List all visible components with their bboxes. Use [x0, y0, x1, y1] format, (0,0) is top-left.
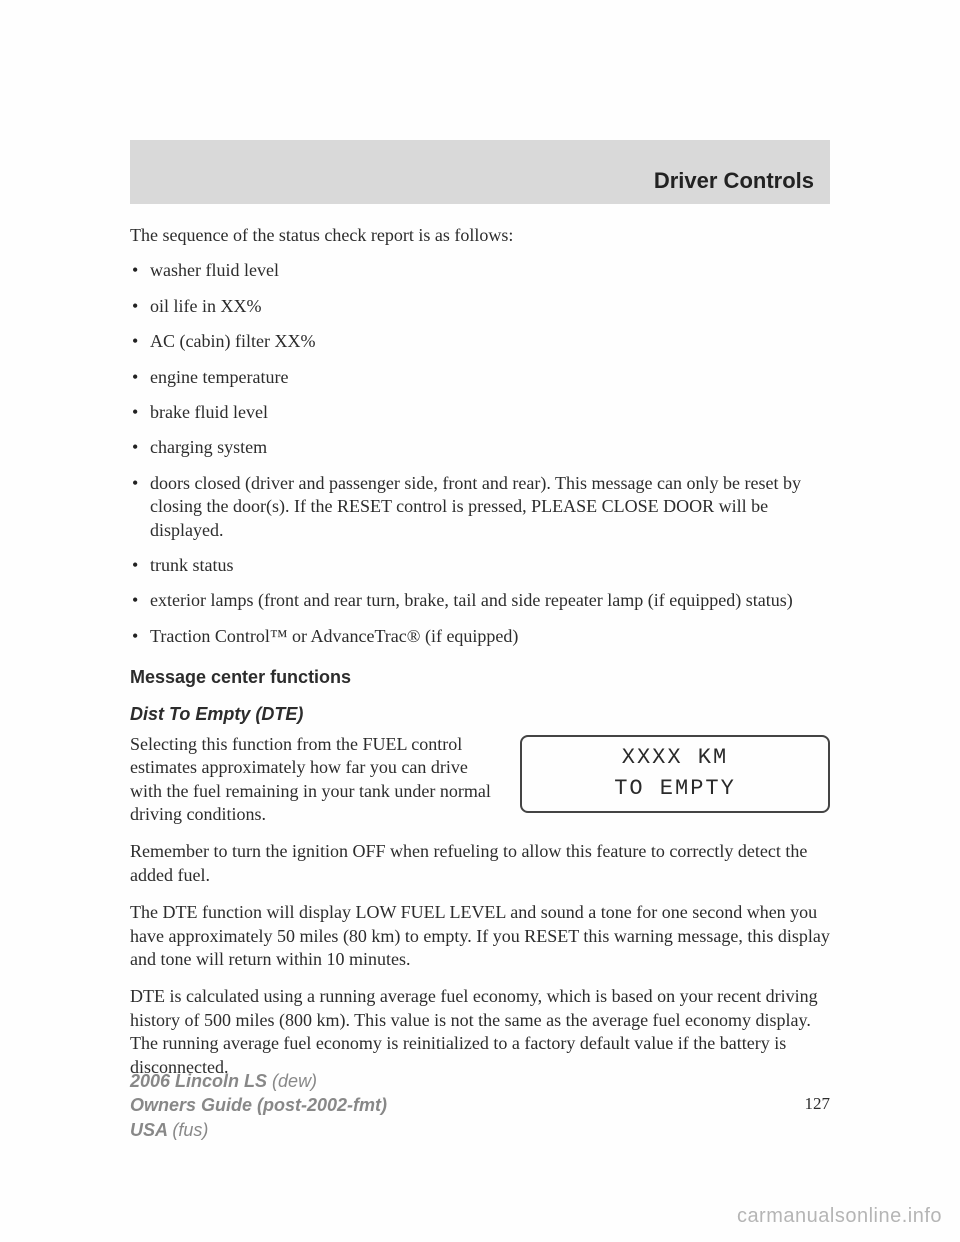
- list-item: engine temperature: [130, 366, 830, 389]
- heading-dte: Dist To Empty (DTE): [130, 703, 830, 726]
- watermark-text: carmanualsonline.info: [737, 1205, 942, 1228]
- list-item: exterior lamps (front and rear turn, bra…: [130, 589, 830, 612]
- heading-message-center: Message center functions: [130, 666, 830, 689]
- dte-display-line2: TO EMPTY: [614, 775, 736, 804]
- list-item: washer fluid level: [130, 259, 830, 282]
- paragraph: Remember to turn the ignition OFF when r…: [130, 840, 830, 887]
- list-item: trunk status: [130, 554, 830, 577]
- list-item: brake fluid level: [130, 401, 830, 424]
- footer-guide: Owners Guide (post-2002-fmt): [130, 1093, 387, 1117]
- list-item: doors closed (driver and passenger side,…: [130, 472, 830, 542]
- footer-model: 2006 Lincoln LS: [130, 1071, 272, 1091]
- footer-block: 2006 Lincoln LS (dew) Owners Guide (post…: [130, 1069, 387, 1142]
- list-item: oil life in XX%: [130, 295, 830, 318]
- footer-region: USA: [130, 1120, 172, 1140]
- footer-line1: 2006 Lincoln LS (dew): [130, 1069, 387, 1093]
- page-content: Driver Controls The sequence of the stat…: [130, 140, 830, 1115]
- status-list: washer fluid level oil life in XX% AC (c…: [130, 259, 830, 648]
- paragraph: The DTE function will display LOW FUEL L…: [130, 901, 830, 971]
- section-header-bar: Driver Controls: [130, 140, 830, 204]
- paragraph: DTE is calculated using a running averag…: [130, 985, 830, 1079]
- dte-block: Selecting this function from the FUEL co…: [130, 733, 830, 841]
- dte-intro-text: Selecting this function from the FUEL co…: [130, 733, 500, 827]
- section-header-title: Driver Controls: [654, 168, 814, 194]
- footer-code: (dew): [272, 1071, 317, 1091]
- body-content: The sequence of the status check report …: [130, 204, 830, 1115]
- dte-display-illustration: XXXX KM TO EMPTY: [520, 735, 830, 813]
- list-item: AC (cabin) filter XX%: [130, 330, 830, 353]
- list-item: Traction Control™ or AdvanceTrac® (if eq…: [130, 625, 830, 648]
- dte-display-line1: XXXX KM: [622, 744, 728, 773]
- intro-text: The sequence of the status check report …: [130, 224, 830, 247]
- footer-region-code: (fus): [172, 1120, 208, 1140]
- list-item: charging system: [130, 436, 830, 459]
- footer-line3: USA (fus): [130, 1118, 387, 1142]
